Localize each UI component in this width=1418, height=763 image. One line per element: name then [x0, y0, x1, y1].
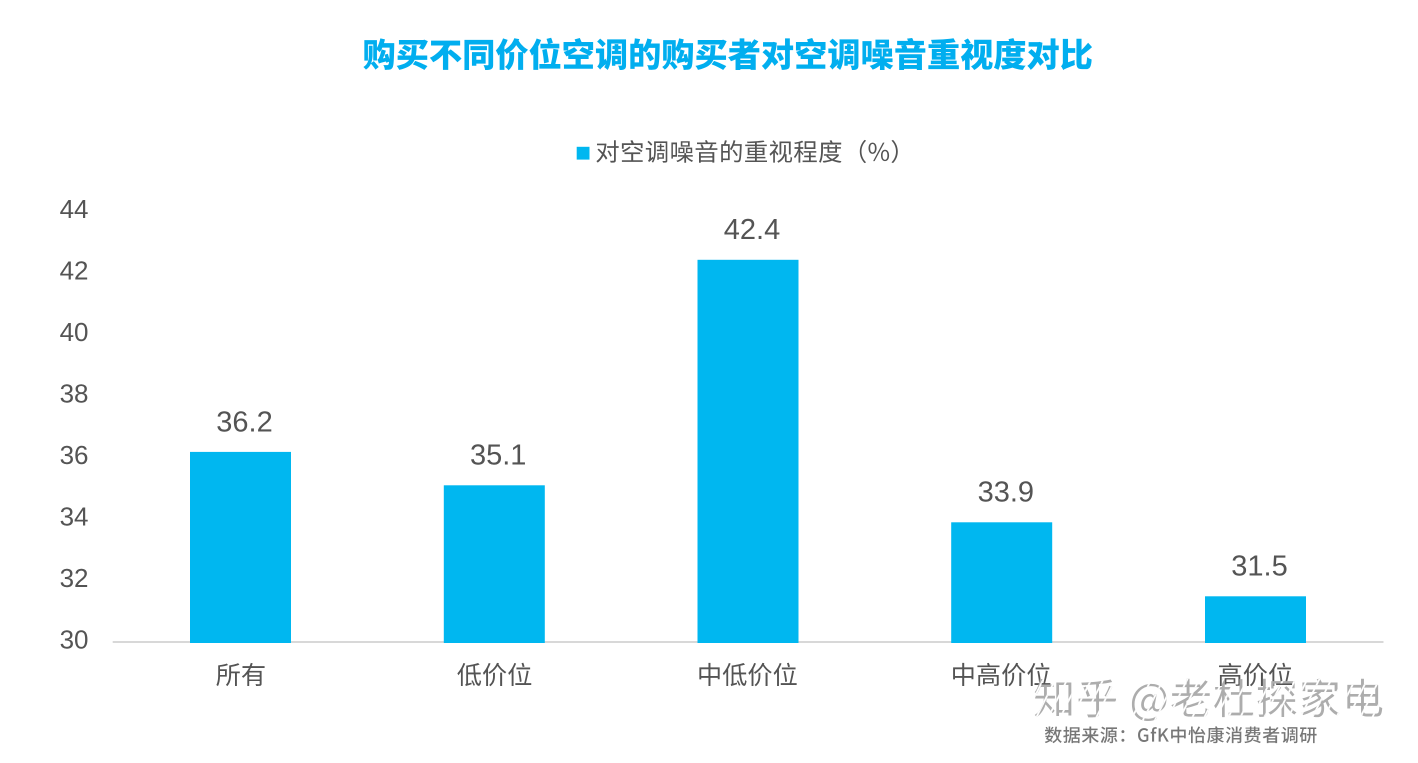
svg-text:36.2: 36.2 [216, 406, 272, 438]
svg-text:33.9: 33.9 [978, 477, 1034, 509]
svg-text:42.4: 42.4 [724, 214, 780, 246]
svg-text:40: 40 [60, 317, 89, 347]
svg-text:35.1: 35.1 [470, 440, 526, 472]
svg-text:31.5: 31.5 [1231, 551, 1287, 583]
svg-text:32: 32 [60, 563, 89, 593]
svg-text:42: 42 [60, 256, 89, 286]
svg-text:36: 36 [60, 440, 89, 470]
svg-text:30: 30 [60, 625, 89, 655]
svg-text:34: 34 [60, 502, 89, 532]
svg-text:38: 38 [60, 379, 89, 409]
svg-text:44: 44 [60, 194, 89, 224]
